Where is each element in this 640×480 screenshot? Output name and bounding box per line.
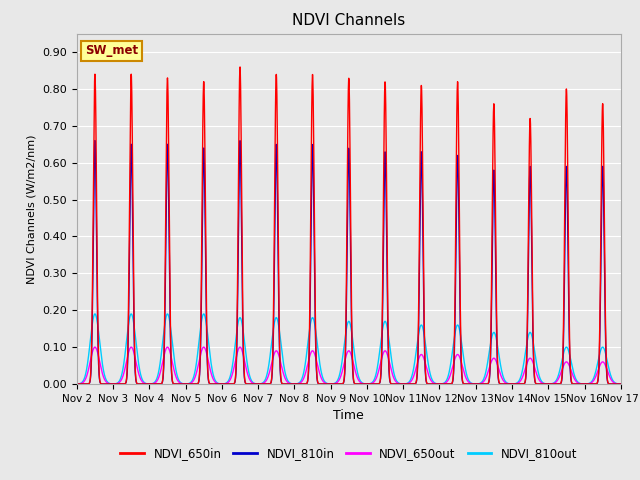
Line: NDVI_810in: NDVI_810in	[77, 141, 621, 384]
NDVI_650out	[305, 355, 313, 361]
NDVI_650out	[617, 381, 625, 387]
Line: NDVI_810out: NDVI_810out	[77, 314, 621, 384]
NDVI_810out	[91, 311, 99, 317]
NDVI_650in	[548, 381, 556, 387]
NDVI_650in	[135, 381, 143, 387]
NDVI_810in	[135, 381, 143, 387]
NDVI_810in	[617, 381, 625, 387]
NDVI_810in	[548, 381, 556, 387]
NDVI_810out	[305, 330, 313, 336]
NDVI_650in	[607, 381, 614, 387]
NDVI_810in	[282, 381, 289, 387]
NDVI_650in	[167, 356, 175, 362]
NDVI_810in	[91, 138, 99, 144]
NDVI_650in	[282, 381, 289, 387]
NDVI_810out	[168, 331, 175, 336]
NDVI_810out	[617, 381, 625, 387]
NDVI_650out	[548, 381, 556, 387]
NDVI_650out	[607, 375, 614, 381]
Line: NDVI_650in: NDVI_650in	[77, 67, 621, 384]
NDVI_650out	[73, 381, 81, 387]
NDVI_650in	[617, 381, 625, 387]
NDVI_810in	[168, 366, 175, 372]
NDVI_650in	[305, 344, 313, 350]
NDVI_650out	[282, 376, 289, 382]
NDVI_650in	[73, 381, 81, 387]
NDVI_650out	[91, 344, 99, 350]
NDVI_650out	[168, 355, 175, 360]
NDVI_810in	[73, 381, 81, 387]
NDVI_810out	[135, 363, 143, 369]
NDVI_810out	[282, 372, 289, 377]
NDVI_810out	[73, 381, 81, 387]
Y-axis label: NDVI Channels (W/m2/nm): NDVI Channels (W/m2/nm)	[27, 134, 36, 284]
Title: NDVI Channels: NDVI Channels	[292, 13, 405, 28]
NDVI_810in	[305, 353, 313, 359]
Legend: NDVI_650in, NDVI_810in, NDVI_650out, NDVI_810out: NDVI_650in, NDVI_810in, NDVI_650out, NDV…	[116, 443, 582, 465]
NDVI_810out	[607, 371, 614, 377]
Text: SW_met: SW_met	[85, 44, 138, 57]
NDVI_650out	[135, 372, 143, 378]
Line: NDVI_650out: NDVI_650out	[77, 347, 621, 384]
X-axis label: Time: Time	[333, 409, 364, 422]
NDVI_810out	[548, 381, 556, 386]
NDVI_810in	[607, 381, 614, 387]
NDVI_650in	[236, 64, 244, 70]
